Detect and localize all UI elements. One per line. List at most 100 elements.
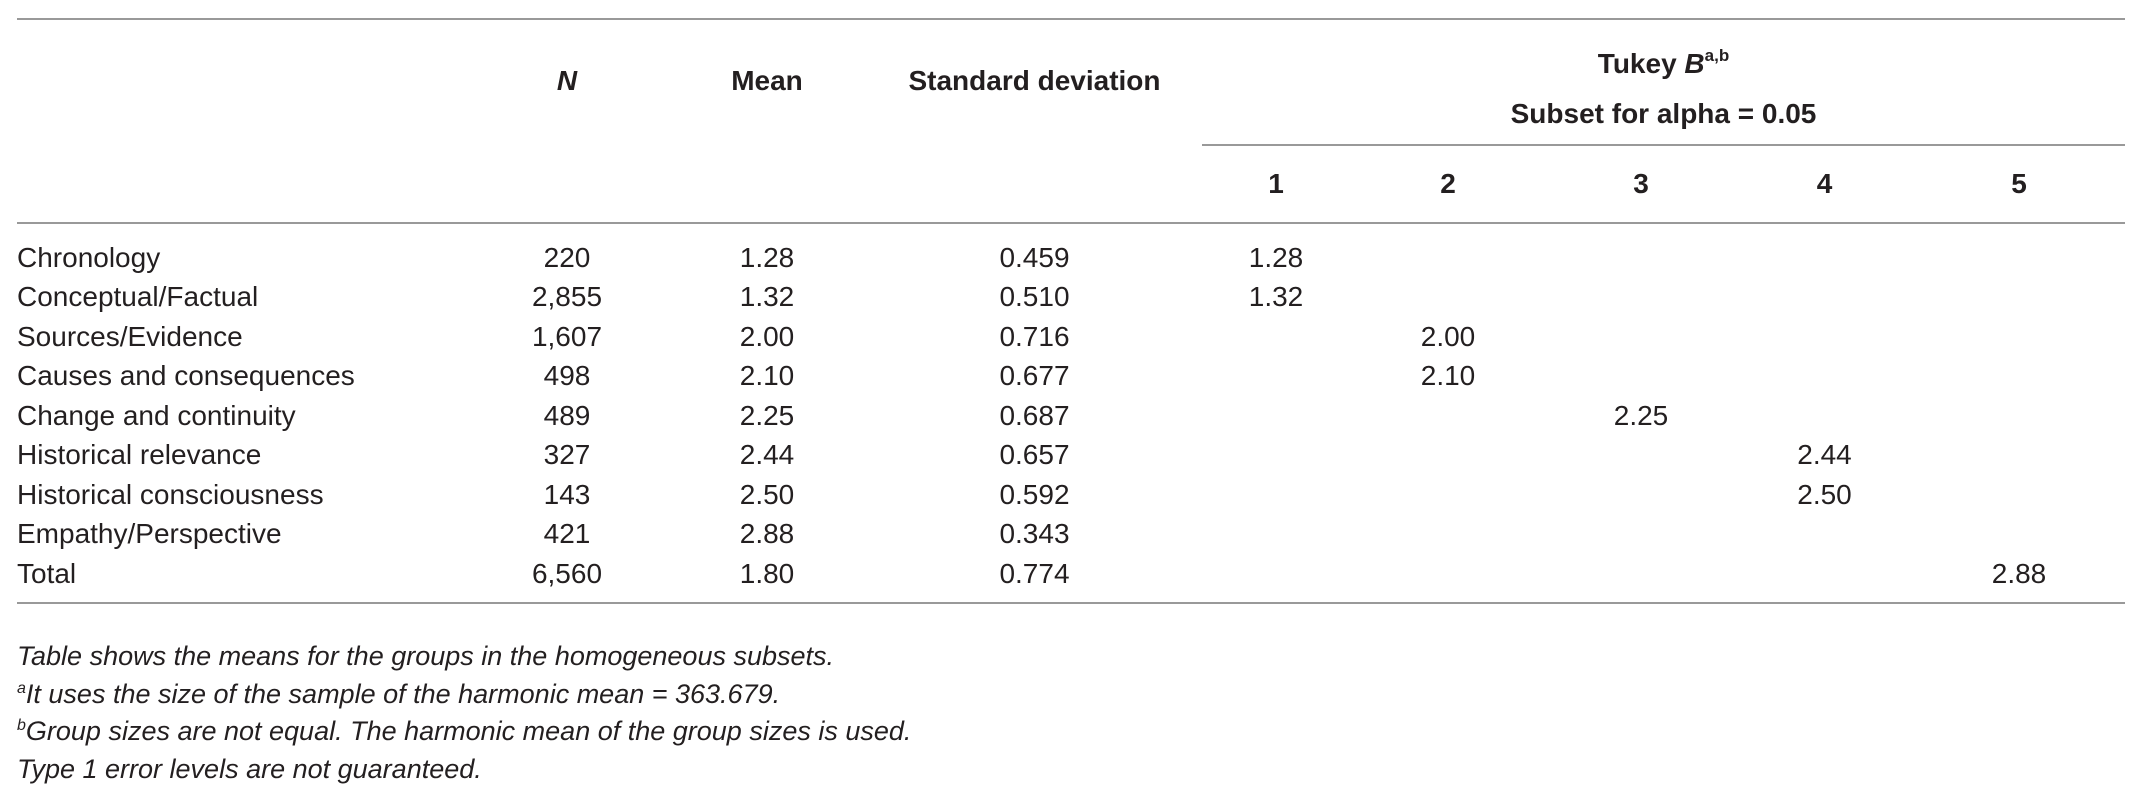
- header-tukey: Tukey Ba,b: [1202, 19, 2125, 84]
- row-n: 489: [543, 399, 591, 431]
- row-subset-5: [1913, 223, 2125, 278]
- row-n: 327: [543, 439, 591, 471]
- tukey-label: Tukey B: [1598, 48, 1705, 79]
- table-body: Chronology 220 1.28 0.459 1.28 Conceptual/Fac…: [17, 223, 2126, 604]
- row-subset-3: [1546, 475, 1736, 515]
- row-subset-4: [1736, 357, 1913, 397]
- note-line-1: Table shows the means for the groups in …: [17, 641, 835, 671]
- row-mean: 2.10: [739, 360, 795, 392]
- row-subset-3: [1546, 436, 1736, 476]
- row-label: Historical consciousness: [17, 478, 324, 510]
- row-mean: 1.28: [739, 241, 795, 273]
- row-mean: 2.00: [739, 320, 795, 352]
- row-mean: 2.88: [739, 518, 795, 550]
- row-subset-4: [1736, 396, 1913, 436]
- note-marker-a: a: [17, 679, 26, 697]
- row-subset-5: [1913, 357, 2125, 397]
- row-subset-1: [1202, 357, 1350, 397]
- row-n: 6,560: [467, 554, 667, 604]
- header-subset-3: 3: [1546, 145, 1736, 224]
- row-n: 220: [543, 241, 591, 273]
- row-subset-1: [1202, 475, 1350, 515]
- row-subset-1: [1202, 396, 1350, 436]
- row-mean: 2.25: [739, 399, 795, 431]
- header-standard-deviation: Standard deviation: [908, 64, 1161, 96]
- header-mean: Mean: [731, 64, 803, 96]
- row-label: Sources/Evidence: [17, 320, 243, 352]
- table-notes: Table shows the means for the groups in …: [17, 638, 911, 788]
- row-sd: 0.774: [867, 554, 1202, 604]
- header-n: N: [556, 64, 578, 96]
- row-subset-1: [1202, 554, 1350, 604]
- row-subset-3: 2.25: [1613, 399, 1669, 431]
- row-subset-4: 2.44: [1797, 439, 1852, 471]
- row-sd: 0.687: [999, 399, 1070, 431]
- row-label: Conceptual/Factual: [17, 281, 259, 313]
- note-text-a: It uses the size of the sample of the ha…: [25, 678, 781, 709]
- row-label: Historical relevance: [17, 439, 262, 471]
- row-subset-3: [1546, 278, 1736, 318]
- row-mean: 1.32: [739, 281, 795, 313]
- row-label: Change and continuity: [17, 399, 296, 431]
- row-label: Total: [17, 554, 467, 604]
- row-mean: 2.50: [739, 478, 795, 510]
- note-line-3: bGroup sizes are not equal. The harmonic…: [17, 713, 911, 751]
- row-subset-2: [1350, 475, 1546, 515]
- row-n: 2,855: [531, 281, 603, 313]
- row-subset-1: [1202, 515, 1350, 555]
- row-subset-2: [1350, 436, 1546, 476]
- row-label: Chronology: [17, 241, 161, 273]
- tukey-label-prefix: Tukey: [1597, 48, 1685, 79]
- row-subset-1: 1.32: [1248, 281, 1304, 313]
- row-subset-4: [1736, 515, 1913, 555]
- row-subset-3: [1546, 357, 1736, 397]
- row-subset-2: [1350, 223, 1546, 278]
- table-row: Causes and consequences 498 2.10 0.677 2.10: [17, 357, 2125, 397]
- tukey-label-letter: B: [1684, 48, 1705, 79]
- row-subset-2: 2.10: [1420, 360, 1476, 392]
- row-subset-2: [1350, 396, 1546, 436]
- row-n: 143: [543, 478, 591, 510]
- row-subset-2: 2.00: [1420, 320, 1476, 352]
- row-label: Empathy/Perspective: [17, 518, 282, 550]
- row-subset-4: [1736, 223, 1913, 278]
- row-sd: 0.343: [999, 518, 1070, 550]
- table-row: Historical relevance 327 2.44 0.657 2.44: [17, 436, 2125, 476]
- row-sd: 0.510: [999, 281, 1070, 313]
- table-row: Historical consciousness 143 2.50 0.592 2.50: [17, 475, 2125, 515]
- header-subset-2: 2: [1350, 145, 1546, 224]
- row-subset-4: 2.50: [1797, 478, 1852, 510]
- table-row: Chronology 220 1.28 0.459 1.28: [17, 223, 2125, 278]
- header-subset-5: 5: [1913, 145, 2126, 224]
- row-n: 1,607: [531, 320, 603, 352]
- note-marker-b: b: [17, 717, 26, 734]
- row-n: 421: [543, 518, 591, 550]
- row-mean: 1.80: [667, 554, 867, 604]
- row-subset-4: [1736, 278, 1913, 318]
- table-row: Total 6,560 1.80 0.774 2.88: [17, 554, 2126, 604]
- header-blank-4: [867, 145, 1202, 224]
- row-subset-5: 2.88: [1913, 554, 2126, 604]
- row-subset-1: 1.28: [1248, 241, 1304, 273]
- note-line-2: aIt uses the size of the sample of the h…: [17, 676, 911, 714]
- table-row: Sources/Evidence 1,607 2.00 0.716 2.00: [17, 317, 2125, 357]
- note-line-4: Type 1 error levels are not guaranteed.: [17, 753, 482, 784]
- row-sd: 0.716: [999, 320, 1070, 352]
- table-header: N Mean Standard deviation Tukey Ba,b Sub…: [17, 19, 2126, 224]
- results-table-container: N Mean Standard deviation Tukey Ba,b Sub…: [17, 18, 2126, 604]
- row-label: Causes and consequences: [17, 360, 355, 392]
- row-sd: 0.459: [999, 241, 1070, 273]
- row-n: 498: [543, 360, 591, 392]
- row-subset-3: [1546, 554, 1736, 604]
- header-blank-3: [667, 145, 867, 224]
- row-subset-2: [1350, 278, 1546, 318]
- header-blank-1: [17, 145, 467, 224]
- row-subset-5: [1913, 475, 2125, 515]
- note-text-b: Group sizes are not equal. The harmonic …: [25, 716, 912, 746]
- table-row: Change and continuity 489 2.25 0.687 2.25: [17, 396, 2125, 436]
- table-row: Conceptual/Factual 2,855 1.32 0.510 1.32: [17, 278, 2125, 318]
- header-subset-alpha: Subset for alpha = 0.05: [1202, 84, 2126, 146]
- row-subset-5: [1913, 317, 2125, 357]
- header-subset-4: 4: [1736, 145, 1913, 224]
- row-subset-1: [1202, 436, 1350, 476]
